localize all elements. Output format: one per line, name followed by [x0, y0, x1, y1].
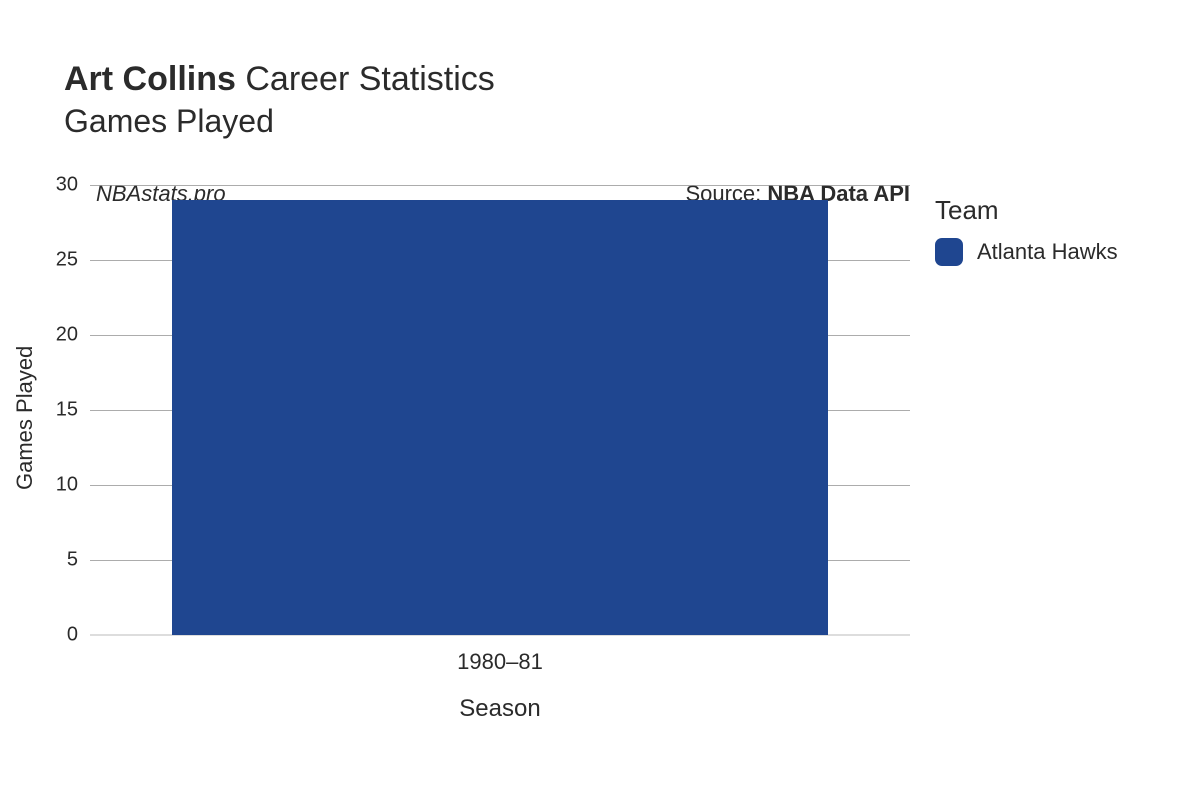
chart-container: Art Collins Career Statistics Games Play…: [0, 0, 1200, 800]
legend-title: Team: [935, 195, 1118, 226]
y-tick-label: 10: [28, 474, 78, 497]
y-tick-label: 25: [28, 249, 78, 272]
gridline: [90, 185, 910, 186]
x-axis-title: Season: [459, 695, 540, 723]
title-suffix: Career Statistics: [245, 60, 494, 98]
legend-swatch: [935, 238, 963, 266]
bar: [172, 200, 828, 635]
legend-label: Atlanta Hawks: [977, 239, 1118, 265]
plot-area: NBAstats.pro Source: NBA Data API: [90, 185, 910, 635]
y-tick-label: 5: [28, 549, 78, 572]
legend: Team Atlanta Hawks: [935, 195, 1118, 266]
y-tick-label: 15: [28, 399, 78, 422]
legend-item: Atlanta Hawks: [935, 238, 1118, 266]
chart-titles: Art Collins Career Statistics Games Play…: [64, 60, 495, 140]
x-tick-label: 1980–81: [457, 649, 543, 675]
y-tick-label: 30: [28, 174, 78, 197]
chart-subtitle: Games Played: [64, 103, 495, 140]
chart-title: Art Collins Career Statistics: [64, 60, 495, 99]
y-tick-label: 0: [28, 624, 78, 647]
player-name: Art Collins: [64, 60, 236, 98]
y-tick-label: 20: [28, 324, 78, 347]
